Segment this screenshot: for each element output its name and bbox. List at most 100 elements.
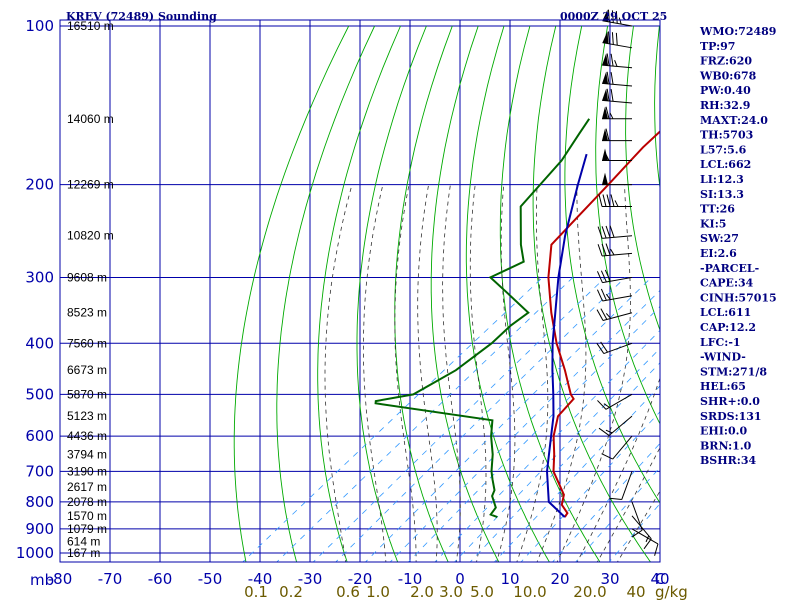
barb-feather (605, 225, 611, 238)
mixing-ratio-label: 0.1 (244, 583, 268, 600)
barb-feather (596, 271, 603, 283)
barb-feather (596, 289, 603, 302)
temperature-tick-label: -30 (298, 570, 323, 588)
mixing-ratio-line (312, 277, 606, 562)
profile-series (374, 118, 660, 519)
barb-feather (601, 226, 607, 239)
sounding-index: CINH:57015 (700, 291, 777, 304)
barb-feather (654, 543, 659, 556)
moist-adiabat (536, 184, 587, 562)
barb-pennant (602, 172, 608, 185)
moist-adiabat (442, 184, 461, 562)
barb-feather (600, 308, 608, 320)
barb-pennant (602, 88, 609, 101)
wind-barb (598, 415, 633, 436)
mixing-ratio-line (389, 289, 660, 562)
mixing-ratio-label: 10.0 (513, 583, 546, 600)
barb-pennant (602, 106, 608, 119)
dry-adiabat (564, 25, 660, 504)
barb-feather (605, 429, 613, 434)
mixing-ratio-line (335, 277, 626, 562)
barb-staff (621, 471, 633, 500)
barb-feather (601, 453, 613, 460)
barb-staff (631, 515, 652, 540)
barb-feather (598, 194, 603, 207)
sounding-index: STM:271/8 (700, 365, 767, 378)
barb-feather (614, 200, 619, 207)
temperature-tick-label: -60 (148, 570, 173, 588)
sounding-index: FRZ:620 (700, 55, 752, 68)
barb-feather (605, 154, 610, 161)
barb-pennant (602, 71, 609, 84)
sounding-index: EI:2.6 (700, 247, 737, 260)
barb-feather (598, 427, 610, 436)
temperature-tick-label: -80 (48, 570, 73, 588)
mixing-ratio-label: 0.6 (336, 583, 360, 600)
barb-staff (605, 393, 633, 410)
barb-pennant (602, 53, 609, 66)
parcel-line (545, 153, 588, 518)
temperature-tick-label: -10 (398, 570, 423, 588)
barb-staff (602, 235, 633, 239)
moist-adiabat (496, 184, 516, 562)
barb-staff (602, 252, 633, 257)
barb-staff (608, 415, 633, 436)
barb-feather (597, 226, 603, 239)
barb-feather (606, 88, 610, 102)
sounding-index: LI:12.3 (700, 173, 744, 186)
barb-feather (610, 53, 614, 67)
pressure-tick-label: 500 (25, 385, 54, 403)
barb-feather (603, 403, 610, 408)
sounding-index: WB0:678 (699, 69, 757, 82)
temperature-tick-label: 20 (550, 570, 569, 588)
barb-staff (602, 276, 633, 284)
dry-adiabat (394, 25, 453, 562)
mixing-ratio-line (493, 385, 660, 562)
sounding-index: LFC:-1 (700, 336, 741, 349)
dry-adiabat (276, 25, 376, 562)
dry-adiabat (233, 25, 350, 562)
barb-feather (611, 32, 614, 45)
barb-pennant (602, 9, 609, 22)
height-label: 167 m (67, 546, 100, 560)
wind-barb (596, 341, 633, 355)
mixing-ratio-label: 2.0 (410, 583, 434, 600)
barb-feather (600, 341, 608, 353)
mixing-ratio-label: 1.0 (366, 583, 390, 600)
barb-feather (604, 269, 611, 282)
barb-feather (645, 535, 650, 543)
barb-feather (605, 106, 610, 119)
barb-feather (600, 288, 607, 301)
barb-feather (609, 225, 615, 238)
barb-staff (602, 312, 633, 321)
temperature-tick-label: 0 (455, 570, 465, 588)
mixing-ratio-label: g/kg (655, 583, 688, 600)
height-label: 4436 m (67, 429, 107, 443)
sounding-index: CAPE:34 (700, 277, 754, 290)
sounding-index: WMO:72489 (699, 25, 776, 38)
wind-barb (609, 471, 633, 501)
sounding-index: RH:32.9 (700, 99, 750, 112)
moist-adiabat (556, 184, 631, 562)
barb-staff (602, 295, 633, 302)
barb-feather (601, 243, 607, 256)
height-label: 7560 m (67, 336, 107, 350)
barb-feather (618, 17, 622, 25)
height-label: 1079 m (67, 522, 107, 536)
moist-adiabat (417, 184, 438, 562)
wind-barb (597, 225, 633, 239)
barb-feather (611, 10, 614, 23)
mixing-ratio-label: 40 (626, 583, 645, 600)
dry-adiabat (356, 25, 427, 562)
sounding-index: BSHR:34 (700, 454, 756, 467)
height-label: 8523 m (67, 306, 107, 320)
height-label: 3794 m (67, 447, 107, 461)
sounding-index: HEL:65 (700, 380, 746, 393)
temperature-tick-label: -50 (198, 570, 223, 588)
dry-adiabat (595, 25, 660, 425)
wind-barb (631, 515, 652, 550)
wind-barb (598, 194, 632, 207)
